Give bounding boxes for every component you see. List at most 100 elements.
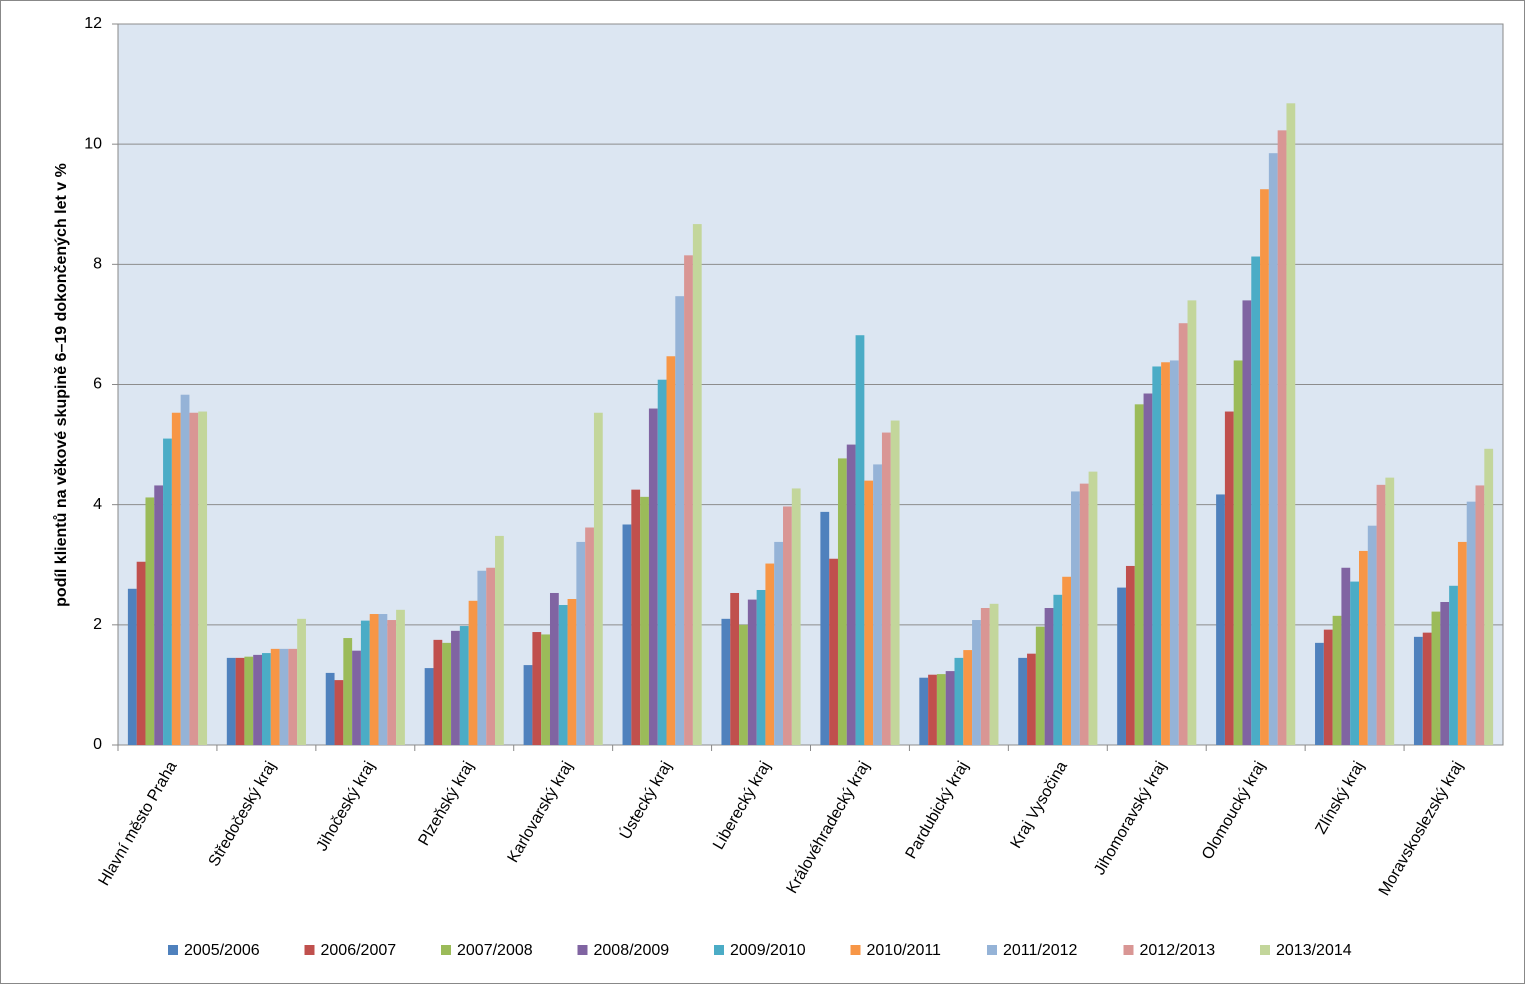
- bar: [163, 438, 172, 745]
- bar: [1088, 471, 1098, 745]
- bar: [1251, 256, 1261, 745]
- bar: [576, 541, 586, 745]
- bar: [1035, 626, 1045, 745]
- bar: [288, 648, 298, 745]
- bar: [180, 394, 190, 745]
- bar: [657, 379, 667, 745]
- bar: [739, 624, 748, 745]
- bar: [1376, 484, 1386, 745]
- legend-label: 2005/2006: [184, 942, 260, 959]
- bar: [279, 648, 289, 745]
- y-tick-label: 6: [93, 376, 102, 393]
- bar: [244, 656, 254, 745]
- bar: [666, 356, 676, 745]
- y-tick-label: 2: [93, 616, 102, 633]
- legend-label: 2007/2008: [457, 942, 533, 959]
- bar: [442, 642, 452, 745]
- bar: [523, 665, 533, 745]
- bar: [325, 672, 335, 745]
- bar: [270, 648, 280, 745]
- bar: [297, 618, 306, 745]
- bar: [343, 638, 353, 745]
- bar: [622, 524, 632, 745]
- legend-label: 2012/2013: [1140, 942, 1216, 959]
- bar: [1332, 615, 1342, 745]
- bar: [684, 255, 693, 745]
- bar: [846, 444, 856, 745]
- bar: [360, 620, 370, 745]
- bar: [1431, 611, 1441, 745]
- bar: [136, 561, 146, 745]
- bar: [477, 570, 487, 745]
- bar: [774, 541, 784, 745]
- bar: [1475, 485, 1485, 745]
- legend-label: 2010/2011: [867, 942, 942, 959]
- bar: [226, 657, 236, 745]
- y-tick-label: 12: [84, 15, 102, 32]
- bar: [253, 654, 262, 745]
- bar: [1143, 393, 1153, 745]
- bar: [855, 335, 865, 745]
- bar: [980, 608, 990, 745]
- y-axis-label: podíl klientů na věkové skupině 6–19 dok…: [53, 163, 70, 607]
- bar: [928, 674, 937, 745]
- bar: [468, 600, 478, 745]
- bar: [378, 614, 388, 745]
- bar: [747, 599, 757, 745]
- bar: [1484, 448, 1494, 745]
- legend-swatch: [987, 945, 997, 955]
- legend-swatch: [441, 945, 451, 955]
- bar: [486, 567, 496, 745]
- bar: [864, 480, 874, 745]
- bar: [451, 630, 460, 745]
- bar: [585, 527, 594, 745]
- bar: [837, 458, 847, 745]
- bar: [648, 408, 658, 745]
- bar: [1027, 653, 1036, 745]
- bar: [593, 412, 603, 745]
- bar: [541, 634, 550, 745]
- bar: [1385, 477, 1395, 745]
- bar: [1161, 362, 1170, 745]
- y-tick-label: 0: [93, 736, 102, 753]
- bar: [631, 489, 641, 745]
- legend-label: 2006/2007: [321, 942, 397, 959]
- bar: [145, 497, 155, 745]
- bar: [171, 412, 181, 745]
- legend-swatch: [714, 945, 724, 955]
- legend-swatch: [168, 945, 178, 955]
- bar: [1071, 491, 1080, 745]
- bar: [433, 639, 443, 745]
- bar: [558, 605, 568, 745]
- legend-swatch: [577, 945, 588, 955]
- bar: [532, 632, 542, 745]
- bar: [189, 412, 199, 745]
- legend-swatch: [1260, 945, 1270, 955]
- legend-label: 2013/2014: [1276, 942, 1352, 959]
- y-tick-label: 10: [84, 135, 102, 152]
- bar: [334, 680, 344, 745]
- bar: [1187, 300, 1197, 745]
- bar: [127, 588, 137, 745]
- bar: [235, 657, 245, 745]
- bar: [1359, 550, 1368, 745]
- bar: [424, 668, 434, 745]
- bar: [820, 511, 830, 745]
- bar: [721, 618, 731, 745]
- bar: [1224, 411, 1234, 745]
- bar: [1053, 594, 1063, 745]
- bar: [549, 592, 559, 745]
- bar: [1260, 189, 1269, 745]
- legend-swatch: [850, 945, 861, 955]
- bar: [1062, 576, 1072, 745]
- bar: [1216, 494, 1225, 745]
- bar: [396, 609, 405, 745]
- bar: [1079, 483, 1089, 745]
- bar: [972, 620, 981, 745]
- bar: [791, 488, 801, 745]
- bar: [1134, 404, 1144, 745]
- bar: [1277, 130, 1287, 745]
- bar: [783, 506, 792, 745]
- bar: [1169, 360, 1179, 745]
